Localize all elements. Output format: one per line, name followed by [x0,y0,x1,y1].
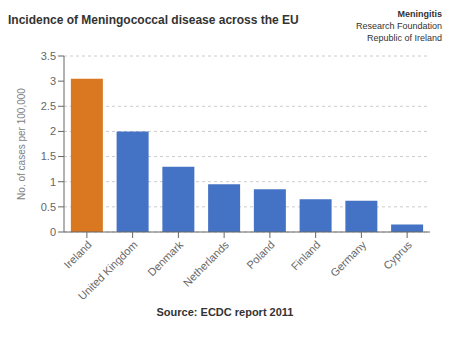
svg-text:Ireland: Ireland [62,238,94,270]
svg-text:1: 1 [50,176,56,188]
svg-text:Finland: Finland [289,238,323,272]
svg-text:0.5: 0.5 [41,201,56,213]
svg-text:0: 0 [50,226,56,238]
svg-text:Germany: Germany [328,238,369,279]
html-text:Incidence of Meningococcal dis: Incidence of Meningococcal disease acros… [8,13,299,27]
svg-text:United Kingdom: United Kingdom [76,238,140,302]
html-text:Republic of Ireland: Republic of Ireland [367,33,442,43]
svg-text:3.5: 3.5 [41,50,56,62]
svg-text:Netherlands: Netherlands [181,238,232,289]
html-text:Meningitis: Meningitis [397,9,442,19]
svg-text:1.5: 1.5 [41,150,56,162]
svg-text:Cyprus: Cyprus [381,238,414,271]
html-text:Source: ECDC report 2011: Source: ECDC report 2011 [156,306,294,318]
svg-text:Poland: Poland [244,238,277,271]
html-text:Research Foundation: Research Foundation [355,21,442,31]
svg-text:Denmark: Denmark [145,238,185,278]
svg-text:2.5: 2.5 [41,100,56,112]
svg-text:No. of cases per 100,000: No. of cases per 100,000 [16,88,27,200]
svg-text:2: 2 [50,125,56,137]
svg-text:3: 3 [50,75,56,87]
